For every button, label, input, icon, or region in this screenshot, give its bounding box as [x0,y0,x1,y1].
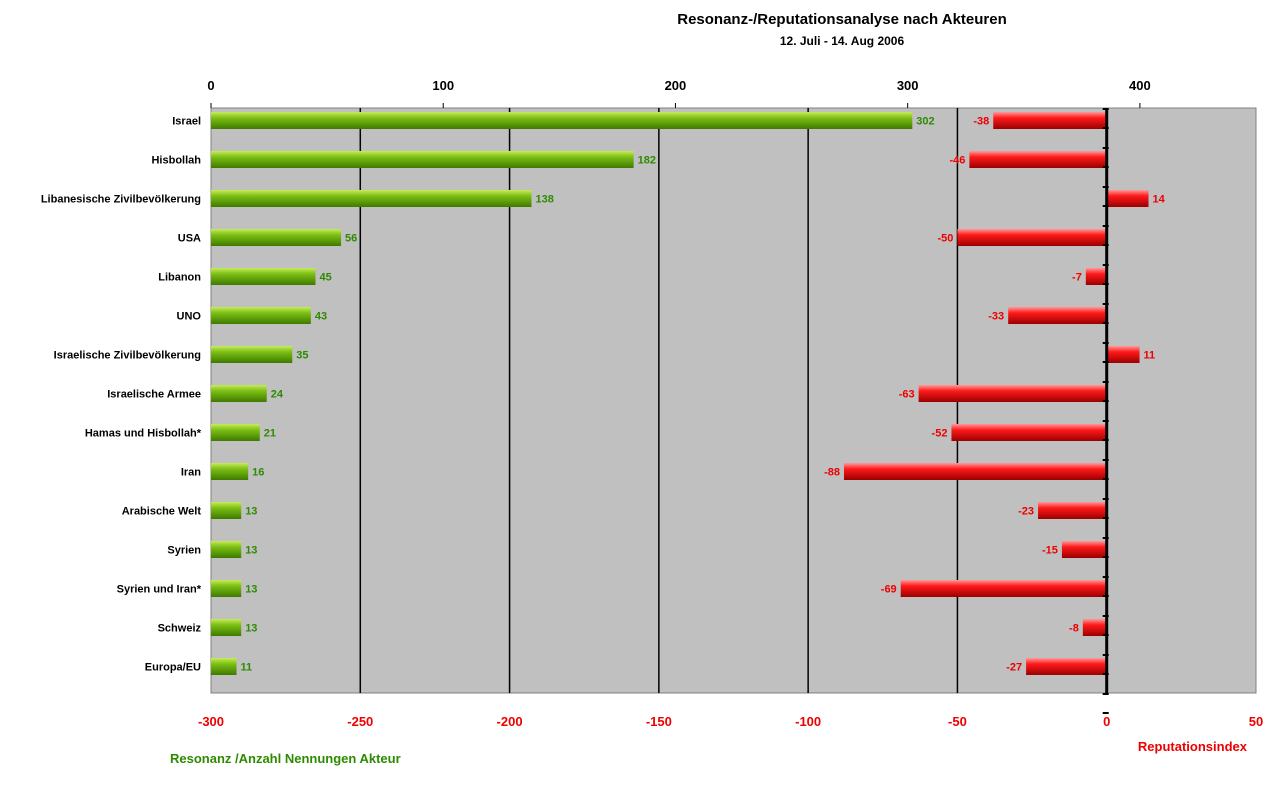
reputation-bar [993,112,1107,129]
resonanz-value-label: 11 [241,662,253,674]
category-label: Syrien und Iran* [117,584,202,596]
bottom-tick-label: -150 [646,714,672,729]
category-label: Libanon [158,272,201,284]
reputation-value-label: -88 [824,467,840,479]
reputation-bar [1082,619,1107,636]
bottom-tick-label: -300 [198,714,224,729]
category-label: Israelische Armee [107,389,201,401]
reputation-bars: -38 -46 14 -50 -7 -33 11 -63 -52 -88 -23 -15 -69 -8 -2… [824,112,1166,675]
resonanz-bar [211,229,342,246]
reputation-bar [1038,502,1107,519]
category-label: UNO [177,311,202,323]
reputation-value-label: -23 [1018,506,1034,518]
reputation-value-label: -69 [881,584,897,596]
reputation-value-label: -27 [1006,662,1022,674]
resonanz-value-label: 21 [264,428,276,440]
reputation-zero-axis [1102,108,1109,714]
resonanz-value-label: 56 [345,233,357,245]
category-label: Israel [172,116,201,128]
chart-subtitle: 12. Juli - 14. Aug 2006 [780,34,905,48]
reputation-bar [1106,346,1140,363]
resonanz-value-label: 13 [245,506,257,518]
category-labels: Israel Hisbollah Libanesische Zivilbevölke… [41,116,202,674]
top-tick-label: 300 [897,78,919,93]
bottom-axis: -300 -250 -200 -150 -100 -50 0 50 [198,714,1263,729]
bottom-tick-label: -50 [948,714,967,729]
category-label: Iran [181,467,201,479]
resonanz-bar [211,658,237,675]
resonanz-value-label: 13 [245,623,257,635]
reputation-value-label: -7 [1072,272,1082,284]
reputation-bar [1061,541,1107,558]
resonanz-value-label: 13 [245,545,257,557]
category-label: Libanesische Zivilbevölkerung [41,194,201,206]
resonanz-bar [211,190,532,207]
legend-resonanz: Resonanz /Anzahl Nennungen Akteur [170,751,401,766]
resonanz-bar [211,502,242,519]
reputation-value-label: 11 [1144,350,1156,362]
resonanz-bar [211,619,242,636]
reputation-value-label: -52 [932,428,948,440]
resonanz-value-label: 302 [916,116,934,128]
bottom-tick-label: 0 [1103,714,1110,729]
reputation-value-label: 14 [1153,194,1166,206]
category-label: Arabische Welt [122,506,202,518]
resonanz-value-label: 45 [320,272,332,284]
resonanz-bar [211,580,242,597]
category-label: Europa/EU [145,662,201,674]
resonanz-bar [211,268,316,285]
bottom-tick-label: 50 [1249,714,1263,729]
reputation-value-label: -38 [973,116,989,128]
reputation-bar [1026,658,1107,675]
resonanz-bar [211,424,260,441]
category-label: Hamas und Hisbollah* [85,428,202,440]
resonanz-value-label: 16 [252,467,264,479]
bottom-tick-label: -100 [795,714,821,729]
resonanz-bar [211,385,267,402]
reputation-bar [957,229,1107,246]
resonanz-value-label: 182 [638,155,656,167]
legend-reputation: Reputationsindex [1138,739,1248,754]
reputation-bar [969,151,1107,168]
category-label: Hisbollah [151,155,201,167]
reputation-value-label: -15 [1042,545,1058,557]
reputation-value-label: -50 [938,233,954,245]
reputation-bar [1106,190,1149,207]
reputation-bar [843,463,1107,480]
resonanz-bar [211,151,634,168]
resonanz-bar [211,307,311,324]
resonanz-value-label: 43 [315,311,327,323]
category-label: Israelische Zivilbevölkerung [54,350,201,362]
top-axis: 0 100 200 300 400 [207,78,1151,108]
reputation-value-label: -33 [988,311,1004,323]
reputation-value-label: -63 [899,389,915,401]
reputation-bar [900,580,1107,597]
reputation-value-label: -46 [949,155,965,167]
reputation-bar [1085,268,1107,285]
category-label: Syrien [167,545,201,557]
category-label: Schweiz [158,623,202,635]
reputation-bar [918,385,1107,402]
resonanz-bar [211,346,293,363]
reputation-bar [951,424,1107,441]
top-tick-label: 0 [207,78,214,93]
resonanz-bar [211,112,913,129]
resonanz-bars: 302 182 138 56 45 43 35 24 21 16 13 13 13 13 11 [211,112,935,675]
resonanz-value-label: 35 [296,350,308,362]
top-tick-label: 400 [1129,78,1151,93]
top-tick-label: 200 [665,78,687,93]
resonanz-value-label: 24 [271,389,284,401]
resonanz-bar [211,541,242,558]
reputation-bar [1008,307,1107,324]
resonanz-bar [211,463,249,480]
resonanz-value-label: 13 [245,584,257,596]
reputation-value-label: -8 [1069,623,1079,635]
chart-title: Resonanz-/Reputationsanalyse nach Akteur… [677,11,1007,28]
top-tick-label: 100 [432,78,454,93]
resonanz-value-label: 138 [535,194,553,206]
bottom-tick-label: -200 [497,714,523,729]
bottom-tick-label: -250 [347,714,373,729]
category-label: USA [178,233,201,245]
